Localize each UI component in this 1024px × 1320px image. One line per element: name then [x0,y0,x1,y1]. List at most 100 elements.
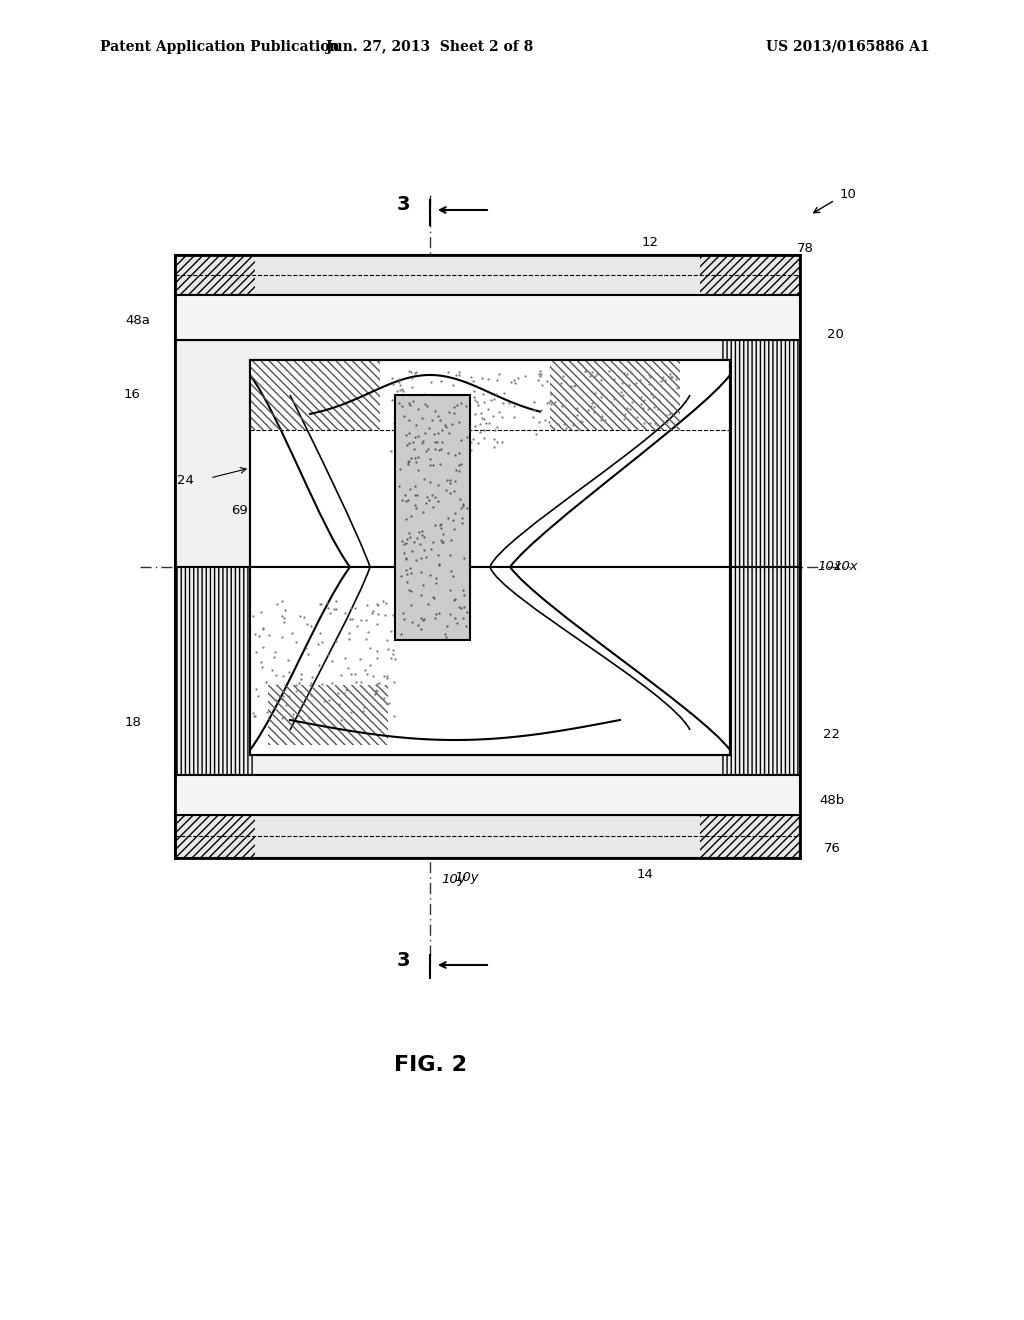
Point [602,391,618,412]
Point [649,414,666,436]
Point [413,561,429,582]
Point [383,620,399,642]
Point [394,490,411,511]
Point [541,391,557,412]
Point [304,667,321,688]
Point [547,392,563,413]
Point [293,682,309,704]
Point [566,375,583,396]
Point [392,374,409,395]
Point [451,412,467,433]
Point [534,400,550,421]
Point [273,708,290,729]
Point [434,432,451,453]
Point [409,399,425,420]
Text: 135: 135 [283,556,308,569]
Point [554,395,570,416]
Point [466,380,482,401]
Point [642,412,658,433]
Point [506,396,522,417]
Point [408,451,424,473]
Point [422,404,438,425]
Point [384,374,400,395]
Point [267,664,284,685]
Text: 48b: 48b [819,793,845,807]
Point [401,395,418,416]
Point [475,418,492,440]
Bar [250,568,730,755]
Point [385,640,401,661]
Point [463,432,479,453]
Point [629,407,645,428]
Point [438,416,455,437]
Point [389,380,406,401]
Point [425,587,441,609]
Point [417,422,433,444]
Point [422,420,438,441]
Point [586,396,602,417]
Point [343,664,359,685]
Point [311,622,328,643]
Point [465,371,481,392]
Point [614,384,631,405]
Point [400,579,417,601]
Point [379,668,395,689]
Point [288,681,304,702]
Point [532,366,549,387]
Point [463,440,479,461]
Point [410,426,426,447]
Point [455,495,471,516]
Point [555,366,571,387]
Point [472,422,488,444]
Text: 10y: 10y [454,871,478,884]
Point [432,438,449,459]
Point [402,478,419,499]
Point [420,593,436,614]
Point [352,648,369,669]
Point [393,396,410,417]
Point [439,444,456,465]
Point [414,408,430,429]
Point [330,682,346,704]
Point [651,389,668,411]
Point [501,392,517,413]
Text: 14: 14 [637,869,653,882]
Bar [395,395,470,640]
Point [474,407,490,428]
Point [584,362,600,383]
Point [369,647,385,668]
Text: 52: 52 [361,462,379,474]
Point [465,429,481,450]
Point [407,495,423,516]
Text: 10x: 10x [818,561,843,573]
Point [348,671,365,692]
Point [288,631,304,652]
Point [456,585,472,606]
Point [579,360,595,381]
Point [285,708,301,729]
Point [433,513,450,535]
Point [445,480,462,502]
Point [446,471,463,492]
Point [413,618,429,639]
Point [636,389,652,411]
Point [408,414,424,436]
Point [431,453,447,474]
Point [365,696,381,717]
Point [412,533,428,554]
Point [445,565,462,586]
Point [569,397,586,418]
Point [540,371,556,392]
Point [469,391,485,412]
Point [399,453,416,474]
Point [593,370,609,391]
Bar [175,814,800,858]
Point [269,594,286,615]
Point [486,389,503,411]
Point [426,422,442,444]
Point [435,418,452,440]
Point [293,668,309,689]
Point [640,364,656,385]
Point [419,487,435,508]
Point [424,409,440,430]
